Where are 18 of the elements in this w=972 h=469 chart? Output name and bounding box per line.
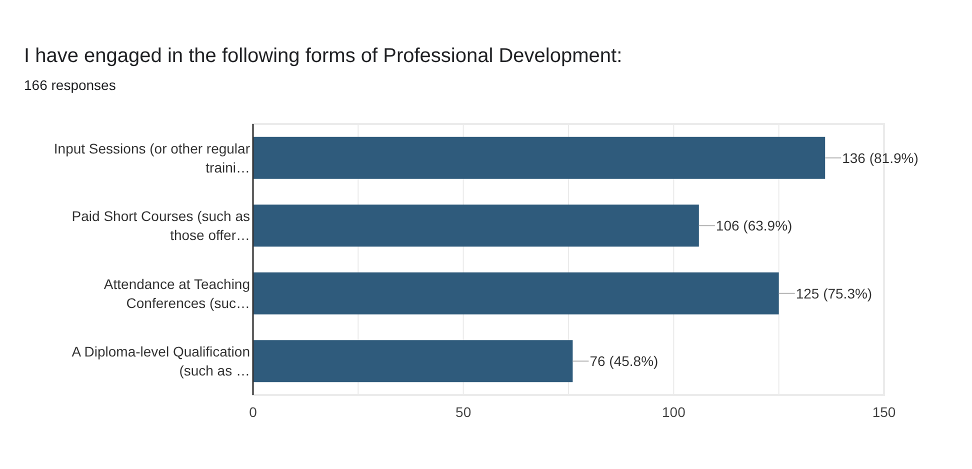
chart-title: I have engaged in the following forms of Professional Development: — [24, 45, 622, 67]
x-tick-label: 50 — [456, 404, 472, 420]
y-tick-label: Input Sessions (or other regular traini… — [54, 140, 250, 176]
bar — [253, 136, 826, 179]
data-label: 76 (45.8%) — [590, 353, 658, 370]
y-tick-label: Attendance at Teaching Conferences (suc… — [104, 276, 250, 311]
bar — [253, 204, 699, 247]
x-tick-label: 150 — [872, 404, 896, 420]
text: 166 responses — [24, 77, 116, 93]
x-tick-label: 100 — [662, 404, 686, 420]
data-label: 136 (81.9%) — [842, 150, 918, 166]
bar — [253, 340, 573, 382]
y-tick-label: A Diploma-level Qualification (such as … — [72, 344, 250, 379]
data-label: 106 (63.9%) — [716, 218, 792, 234]
y-tick-label: Paid Short Courses (such as those offer… — [72, 208, 250, 244]
x-tick-label: 0 — [249, 404, 258, 420]
bar — [253, 272, 779, 314]
data-label: 125 (75.3%) — [796, 285, 872, 302]
